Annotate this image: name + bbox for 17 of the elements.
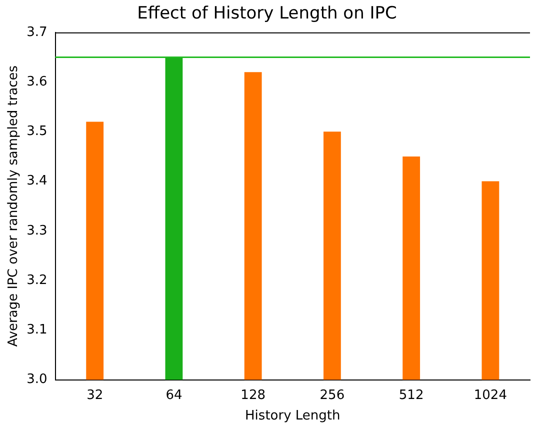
chart-title: Effect of History Length on IPC xyxy=(137,4,397,24)
y-tick-label: 3.7 xyxy=(26,24,48,40)
y-tick-label: 3.5 xyxy=(26,124,48,140)
y-tick-label: 3.6 xyxy=(26,74,48,90)
y-axis-title: Average IPC over randomly sampled traces xyxy=(6,65,22,347)
x-tick-label: 256 xyxy=(320,388,345,403)
x-tick-label: 512 xyxy=(398,388,424,403)
x-axis-title: History Length xyxy=(245,408,340,424)
y-tick-label: 3.1 xyxy=(26,322,48,338)
y-tick-label: 3.3 xyxy=(26,223,48,238)
x-tick-label: 32 xyxy=(86,388,104,403)
x-tick-label: 128 xyxy=(240,388,266,403)
y-tick-label: 3.2 xyxy=(26,272,48,288)
y-tick-label: 3.4 xyxy=(26,174,48,189)
x-tick-label: 64 xyxy=(166,388,182,403)
y-tick-label: 3.0 xyxy=(26,372,48,388)
x-tick-label: 1024 xyxy=(474,388,507,403)
